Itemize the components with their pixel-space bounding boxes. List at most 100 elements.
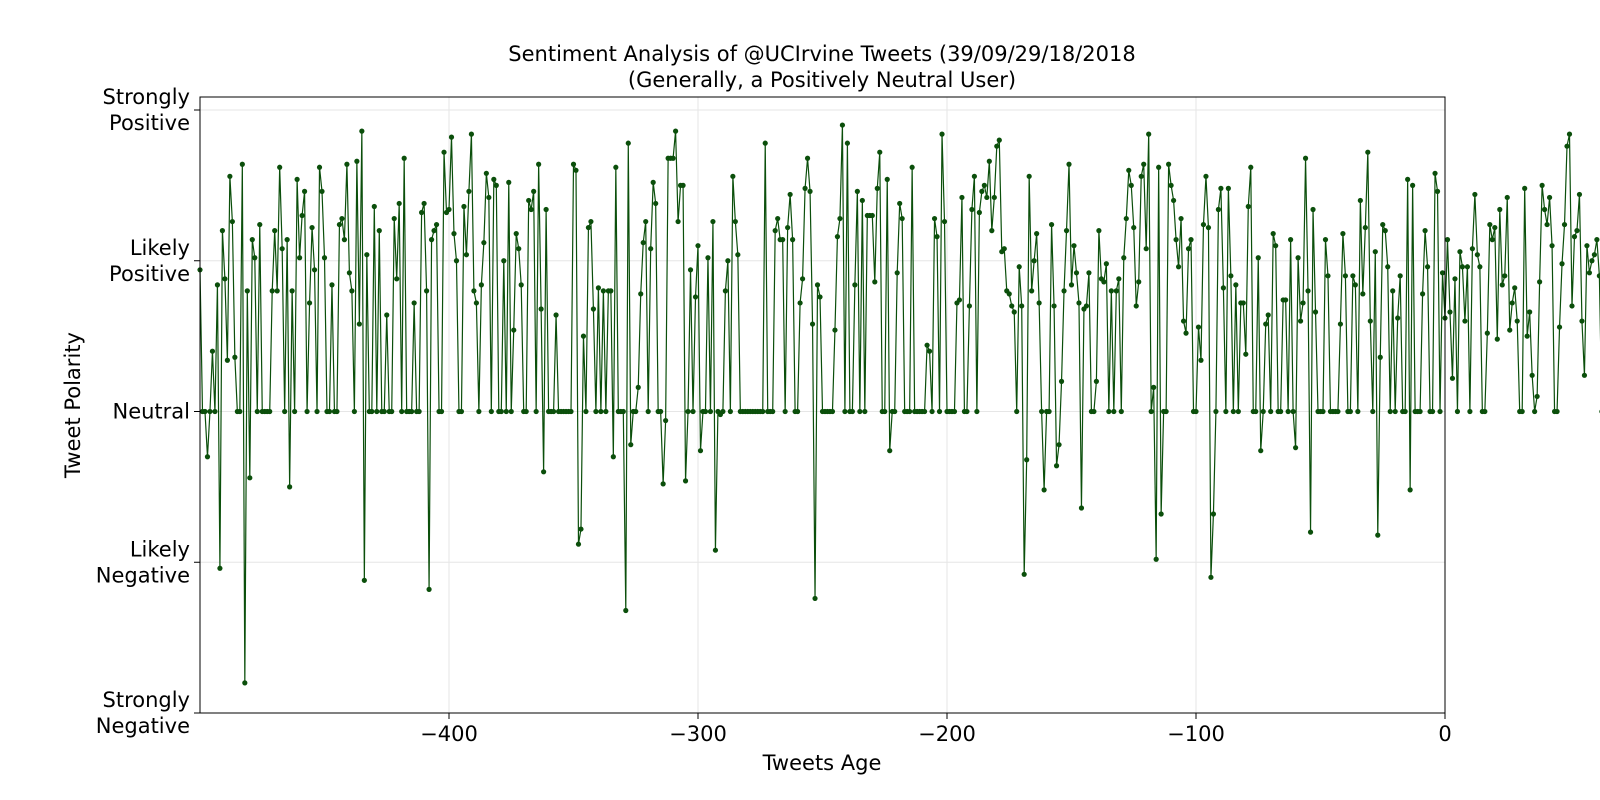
data-point [1034,231,1040,237]
data-point [959,194,965,201]
data-point [354,158,360,164]
data-point [1534,393,1540,400]
data-point [1263,321,1269,327]
x-tick-label: −200 [918,722,976,746]
data-point [787,191,793,198]
data-point [839,122,846,128]
data-point [1096,228,1102,234]
data-point [267,408,273,415]
data-point [1405,176,1411,182]
data-point [1235,408,1241,415]
data-point [1175,264,1182,270]
data-point [1571,234,1578,240]
data-point [1382,228,1388,234]
data-point [349,288,355,294]
data-point [941,218,948,225]
data-point [242,680,248,686]
data-point [371,203,377,210]
data-point [237,408,243,415]
data-point [1248,164,1254,170]
data-point [730,173,736,179]
data-point [391,215,397,222]
data-point [1437,408,1443,415]
data-point [1464,264,1471,270]
data-point [610,454,616,460]
data-point [1457,249,1463,255]
data-point [533,408,539,415]
data-point [1031,258,1037,264]
data-point [446,206,452,213]
data-point [877,149,883,155]
data-point [625,140,631,146]
data-point [321,255,328,261]
data-point [1198,357,1204,363]
data-point [1574,228,1580,234]
data-point [351,408,357,415]
data-point [785,224,791,231]
data-point [884,176,890,182]
data-point [1484,330,1490,336]
data-point [790,237,796,243]
data-point [1213,408,1219,415]
data-point [934,234,940,240]
data-point [859,197,865,204]
data-point [1066,161,1072,167]
data-point [508,408,514,415]
data-point [1183,330,1189,336]
data-point [222,276,228,282]
data-point [1514,318,1520,324]
data-point [1584,243,1590,249]
data-point [1218,185,1224,191]
data-point [812,595,818,602]
data-point [1310,206,1316,213]
data-point [1325,273,1331,279]
data-point [989,228,995,234]
data-point [991,194,997,201]
data-point [1126,167,1132,173]
data-point [1459,264,1466,270]
data-point [396,200,402,207]
data-point [1452,276,1458,282]
data-point [570,161,577,167]
data-point [1051,303,1057,309]
data-point [1397,273,1403,279]
data-point [438,408,445,415]
data-point [802,185,808,191]
data-point [1151,384,1157,390]
data-point [645,408,651,415]
data-point [687,267,694,273]
data-point [269,288,275,294]
data-point [1370,408,1376,415]
data-point [575,541,582,547]
data-point [1591,252,1597,258]
data-point [1556,324,1563,330]
data-point [1372,249,1378,255]
data-point [623,607,629,614]
data-point [608,288,614,294]
data-point [1392,408,1398,415]
data-point [670,155,676,161]
data-point [1016,264,1022,270]
data-point [448,134,455,140]
data-point [1492,224,1498,231]
data-point [1103,261,1109,267]
data-point [511,327,517,333]
data-point [1561,221,1568,228]
data-point [1380,221,1386,228]
data-point [1083,303,1090,309]
data-point [1494,336,1500,342]
data-point [1312,309,1319,315]
data-point [1253,408,1259,415]
data-point [282,408,288,415]
data-point [707,408,714,415]
data-point [643,218,649,225]
data-point [1529,372,1535,378]
data-point [852,282,858,288]
data-point [1499,282,1505,288]
data-point [463,252,470,258]
data-point [1106,408,1112,415]
data-point [869,212,875,219]
data-point [585,224,592,231]
data-point [506,179,512,185]
data-point [1116,276,1122,282]
